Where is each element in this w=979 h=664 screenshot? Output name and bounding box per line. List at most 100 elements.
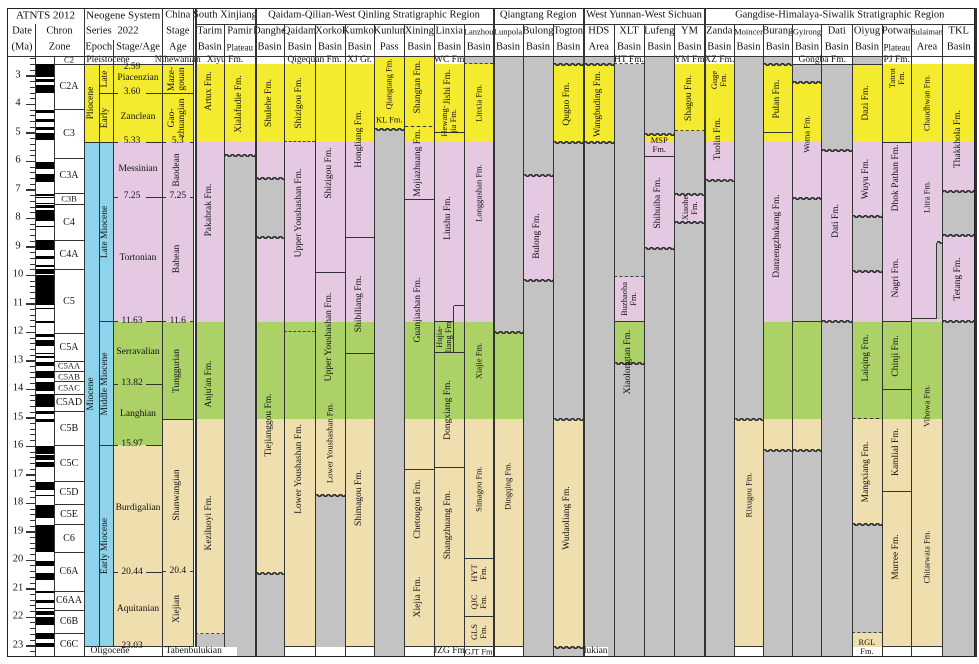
column-name-lufeng: Lufeng [644, 25, 675, 37]
china-line [189, 196, 193, 198]
column-header-divider [643, 24, 645, 56]
column-bg-kunlun [374, 56, 405, 657]
date-minor-tick [30, 166, 35, 168]
fmedge-bottom [792, 196, 822, 200]
date-tick-label: 14 [12, 383, 24, 395]
stage-line [146, 646, 163, 648]
fmbox-burang-0-band [763, 64, 793, 133]
date-minor-tick [30, 326, 35, 328]
grid-col-lanzhou [463, 56, 465, 657]
fmbox-bulong-0-band [523, 175, 553, 281]
chron-zone-label: C4A [59, 248, 79, 260]
date-minor-tick [30, 571, 35, 573]
pleistocene-label: Pleistocene [86, 54, 130, 65]
date-tick-label: 22 [12, 610, 24, 622]
chron-zone-line [54, 381, 84, 383]
date-minor-tick [30, 121, 35, 123]
date-major-tick [26, 388, 35, 391]
column-bottomrow-kumkol [345, 646, 374, 657]
date-tick-label: 23 [12, 639, 24, 651]
fmbox-kumkol-0-band [345, 64, 374, 143]
chron-zone-line [54, 632, 84, 634]
date-minor-tick [30, 235, 35, 236]
date-minor-tick [30, 69, 35, 71]
grid-col-linxia [433, 56, 435, 657]
fm-label: lukian [583, 645, 608, 656]
date-minor-tick [30, 457, 35, 459]
date-minor-tick [30, 428, 35, 430]
polarity-normal [35, 79, 54, 82]
polarity-normal [35, 173, 54, 183]
fmbox-oiyug-3-band [852, 419, 882, 525]
chron-zone-label: C6B [59, 615, 79, 627]
date-minor-tick [30, 628, 35, 630]
fmbox-lanzhou-5-band [464, 587, 493, 617]
fmbox-sulaiman-3-band [911, 419, 943, 464]
grid-col-gyirong [792, 56, 793, 657]
group-title: South Xinjiang [193, 9, 257, 21]
fmedge-bottom [942, 189, 975, 193]
column-sub-xlt: Basin [617, 41, 641, 53]
stage-boundary-value: 11.63 [121, 315, 143, 326]
group-underline [493, 23, 584, 25]
fmbox-burang-1-band [763, 419, 793, 451]
date-major-tick [26, 75, 35, 77]
column-name-togton: Togton [553, 25, 584, 37]
stage-line [146, 196, 163, 198]
fmbox-pamir-0-band [224, 142, 255, 156]
column-toprow-potwar [882, 56, 912, 65]
date-minor-tick [30, 576, 35, 578]
china-boundary-value: 20.4 [169, 565, 187, 576]
polarity-normal [35, 225, 54, 227]
date-minor-tick [30, 297, 35, 299]
date-minor-tick [30, 280, 35, 282]
stage-boundary-value: 13.82 [121, 378, 143, 389]
fmbox-potwar-0-band [882, 64, 912, 93]
date-minor-tick [30, 337, 35, 339]
stage-cell-bg [113, 321, 163, 385]
date-minor-tick [30, 468, 35, 470]
epoch-subline [99, 92, 114, 94]
column-name-potwar: Potwar [881, 25, 912, 37]
fmedge-top [936, 241, 943, 245]
fmbox-xining-1-band [404, 142, 434, 200]
stage-age-header: Stage/Age [116, 41, 160, 53]
date-minor-tick [30, 605, 35, 607]
chron-zone-line [54, 481, 84, 483]
fmbox-tarim-2-band [195, 111, 225, 143]
fmedge-bottom [882, 646, 912, 648]
fmbox-oiyug-0-band [852, 64, 882, 143]
epoch-subdivider [98, 64, 100, 143]
column-sub-bulong: Basin [526, 41, 550, 53]
date-minor-tick [30, 440, 35, 442]
date-minor-tick [30, 411, 35, 413]
fmbox-danghe-2-band [255, 419, 284, 574]
column-name-xorkol: Xorkol [315, 25, 345, 37]
column-sub-moincer: Basin [736, 41, 761, 53]
column-toprow-tkl [942, 56, 975, 65]
date-minor-tick [30, 314, 35, 316]
date-major-tick [26, 531, 35, 533]
fmedge-top [734, 417, 763, 421]
stage-name: Serravalian [116, 347, 160, 358]
column-header-divider [522, 24, 524, 56]
date-minor-tick [30, 183, 35, 185]
grid-col-pamir [224, 56, 225, 657]
fmedge-top [792, 81, 822, 85]
fmbox-kumkol-1-band [345, 177, 374, 238]
stage-boundary-value: 2.59 [123, 62, 141, 73]
date-minor-tick [30, 622, 35, 624]
fmbox-danghe-2-band [255, 237, 284, 322]
column-toprow-kumkol [345, 56, 374, 65]
china-cell-bg [162, 321, 193, 420]
date-tick-label: 17 [12, 468, 24, 480]
fmbox-burang-1-band [763, 132, 793, 143]
fm-label: MSP Fm. [650, 135, 668, 155]
chron-zone-line [54, 410, 84, 412]
toprow-label: WC Fm [434, 54, 465, 65]
chron-zone-line [54, 63, 84, 65]
column-sub-tarim: Basin [197, 41, 222, 53]
fmbox-dati-0-band [821, 150, 852, 322]
fmedge-top [763, 63, 793, 67]
fmbox-gyirong-0-band [792, 82, 822, 143]
